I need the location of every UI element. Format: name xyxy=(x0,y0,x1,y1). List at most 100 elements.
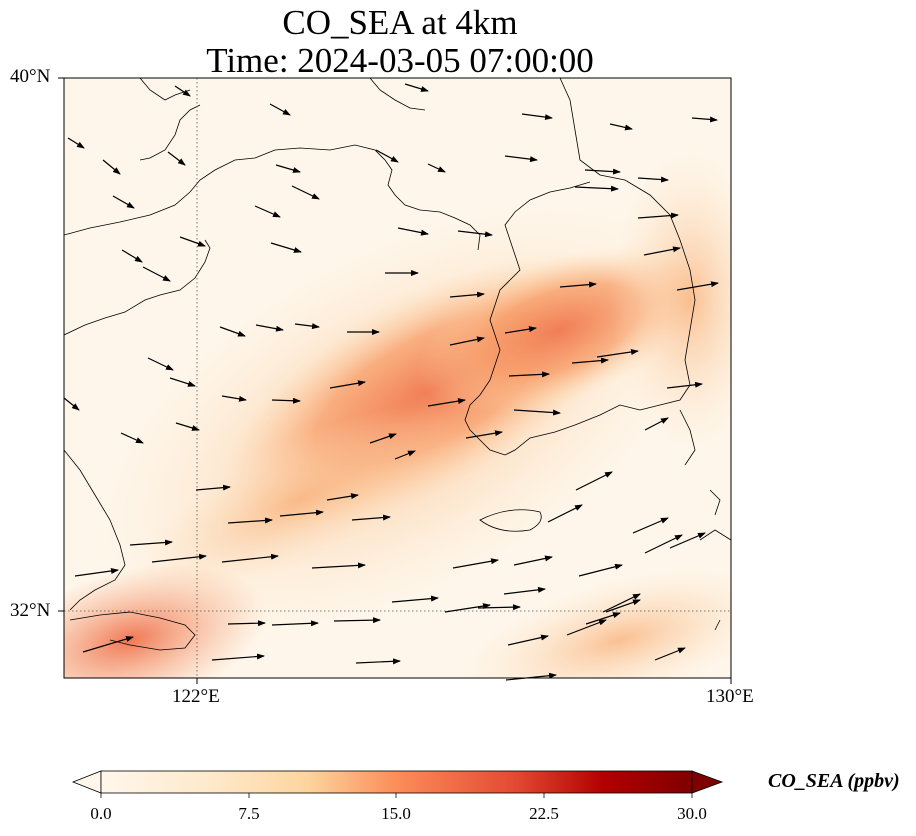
colorbar-tick-label: 7.5 xyxy=(238,804,260,823)
wind-arrow xyxy=(394,450,416,460)
wind-arrow xyxy=(602,593,641,613)
wind-arrow xyxy=(596,349,639,358)
wind-arrow xyxy=(585,612,621,625)
wind-arrow xyxy=(74,567,119,577)
wind-arrow xyxy=(333,617,381,624)
wind-arrow xyxy=(503,586,546,595)
wind-arrow xyxy=(174,85,191,97)
wind-arrow xyxy=(637,212,679,219)
colorbar-tick-label: 30.0 xyxy=(677,804,707,823)
wind-arrow xyxy=(444,603,491,613)
wind-arrow xyxy=(578,563,623,577)
wind-arrow xyxy=(112,195,135,209)
wind-arrow xyxy=(326,493,359,501)
lon-label-130e: 130°E xyxy=(706,686,754,707)
gridlines xyxy=(64,78,731,678)
wind-arrow xyxy=(147,357,174,371)
wind-arrow xyxy=(82,636,134,653)
wind-arrow xyxy=(351,514,391,521)
wind-arrow xyxy=(195,484,231,491)
chart-title: CO_SEA at 4km xyxy=(282,3,518,42)
wind-arrow xyxy=(504,155,538,163)
wind-arrow xyxy=(637,176,669,183)
wind-arrow xyxy=(121,249,143,263)
wind-arrow xyxy=(504,326,537,334)
wind-arrow xyxy=(275,164,301,173)
wind-arrow xyxy=(120,432,144,444)
lat-label-40n: 40°N xyxy=(10,66,51,87)
wind-arrow xyxy=(457,230,493,238)
wind-arrow xyxy=(311,562,366,569)
map-frame xyxy=(63,77,732,679)
wind-arrow xyxy=(654,647,686,661)
wind-arrow xyxy=(67,137,85,149)
wind-arrow xyxy=(227,517,273,524)
colorbar-gradient xyxy=(100,770,693,794)
wind-arrow xyxy=(270,242,302,253)
wind-arrow xyxy=(151,553,207,563)
wind-arrow xyxy=(605,599,641,613)
wind-arrow xyxy=(269,103,291,116)
wind-arrow xyxy=(508,371,550,378)
wind-arrow xyxy=(142,266,171,282)
wind-arrow xyxy=(609,123,633,131)
wind-arrow xyxy=(691,116,718,123)
wind-arrow xyxy=(676,281,719,291)
wind-arrow xyxy=(584,168,621,175)
wind-arrow xyxy=(329,380,366,389)
wind-arrow xyxy=(666,381,703,389)
wind-arrow xyxy=(575,471,613,491)
wind-arrow xyxy=(644,534,683,554)
wind-arrow xyxy=(465,430,503,439)
wind-arrow xyxy=(294,323,320,330)
colorbar-tick-label: 22.5 xyxy=(529,804,559,823)
wind-arrow xyxy=(547,504,583,523)
wind-arrow xyxy=(427,398,466,407)
wind-arrow xyxy=(507,634,549,646)
lat-label-32n: 32°N xyxy=(10,600,51,621)
wind-arrow xyxy=(279,509,324,517)
colorbar xyxy=(71,770,724,798)
wind-arrow xyxy=(167,151,186,166)
lon-label-122e: 122°E xyxy=(172,686,220,707)
wind-arrow xyxy=(513,555,553,566)
coastlines xyxy=(64,78,731,651)
wind-arrow xyxy=(449,336,485,346)
wind-arrow xyxy=(644,417,669,431)
co-concentration-field xyxy=(64,78,731,678)
wind-arrow xyxy=(102,159,121,175)
wind-arrow xyxy=(404,83,429,92)
wind-arrow xyxy=(271,620,319,627)
wind-arrow xyxy=(271,397,301,404)
wind-arrow xyxy=(355,658,401,665)
colorbar-extend-min xyxy=(71,770,102,794)
wind-arrow xyxy=(369,433,397,444)
wind-arrow xyxy=(63,397,80,411)
wind-arrow xyxy=(513,409,561,416)
wind-arrow xyxy=(129,539,173,546)
wind-arrow xyxy=(375,149,399,163)
wind-arrow xyxy=(632,517,669,534)
colorbar-tick-label: 0.0 xyxy=(90,804,112,823)
wind-arrow xyxy=(643,246,681,256)
wind-arrow xyxy=(427,163,446,173)
axis-ticks xyxy=(58,77,732,684)
wind-arrow xyxy=(391,595,439,603)
colorbar-tick-label: 15.0 xyxy=(381,804,411,823)
wind-arrow xyxy=(669,532,706,549)
wind-arrow xyxy=(211,653,265,661)
wind-arrow xyxy=(477,604,521,611)
wind-arrow xyxy=(254,205,281,218)
wind-vectors xyxy=(63,83,719,681)
wind-arrow xyxy=(255,324,284,332)
wind-arrow xyxy=(219,326,246,337)
wind-arrow xyxy=(179,236,206,247)
wind-arrow xyxy=(175,422,200,431)
colorbar-label: CO_SEA (ppbv) xyxy=(768,770,900,792)
wind-arrow xyxy=(221,395,247,402)
wind-arrow xyxy=(574,185,619,192)
wind-arrow xyxy=(521,113,553,121)
wind-arrow xyxy=(566,619,607,636)
wind-arrow xyxy=(397,227,429,236)
